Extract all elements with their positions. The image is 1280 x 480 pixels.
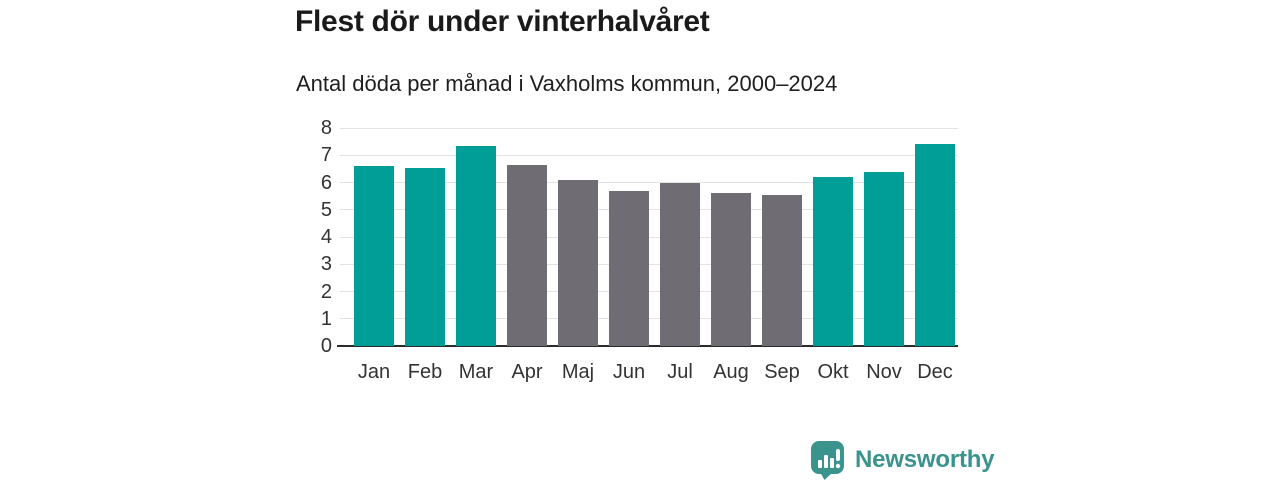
bar-feb (405, 167, 445, 346)
gridline (340, 291, 958, 292)
x-axis-line (337, 345, 958, 347)
brand-name: Newsworthy (855, 446, 995, 473)
chart-subtitle: Antal döda per månad i Vaxholms kommun, … (296, 71, 838, 96)
x-tick-label: Jun (612, 361, 646, 383)
gridline (340, 127, 958, 129)
bar-jul (660, 182, 700, 346)
x-tick-label: Dec (917, 361, 953, 383)
y-tick-label: 3 (320, 253, 332, 276)
bar-aug (711, 193, 751, 346)
bar-jun (609, 190, 649, 346)
gridline (340, 182, 958, 183)
y-tick-label: 4 (320, 226, 332, 248)
x-tick-label: Maj (561, 361, 595, 383)
x-tick-label: Mar (458, 361, 494, 383)
y-tick-label: 7 (320, 144, 332, 167)
x-tick-label: Nov (866, 361, 902, 383)
bar-chart-speech-bubble-icon (810, 440, 846, 480)
bar-jan (354, 166, 394, 346)
x-tick-label: Jan (357, 361, 391, 383)
bar-apr (507, 164, 547, 346)
gridline (340, 318, 958, 320)
x-tick-label: Apr (511, 361, 543, 383)
bar-nov (864, 171, 904, 346)
x-tick-label: Jul (667, 361, 693, 383)
x-tick-label: Aug (713, 361, 749, 383)
x-tick-label: Feb (407, 361, 443, 383)
bar-mar (456, 145, 496, 346)
bar-okt (813, 177, 853, 346)
bar-sep (762, 194, 802, 346)
gridline (340, 263, 958, 265)
bar-dec (915, 144, 955, 346)
brand-logo: Newsworthy (810, 440, 995, 480)
bar-maj (558, 179, 598, 346)
x-tick-label: Okt (817, 361, 849, 383)
plot-area (337, 127, 958, 347)
y-tick-label: 5 (320, 198, 332, 221)
chart-title: Flest dör under vinterhalvåret (295, 5, 710, 38)
x-tick-label: Sep (764, 361, 800, 383)
gridline (340, 154, 958, 156)
y-tick-label: 6 (320, 171, 332, 194)
gridline (340, 236, 958, 238)
y-tick-label: 0 (320, 335, 332, 357)
y-tick-label: 8 (320, 117, 332, 139)
y-tick-label: 2 (320, 280, 332, 303)
gridline (340, 209, 958, 211)
y-tick-label: 1 (320, 307, 332, 330)
